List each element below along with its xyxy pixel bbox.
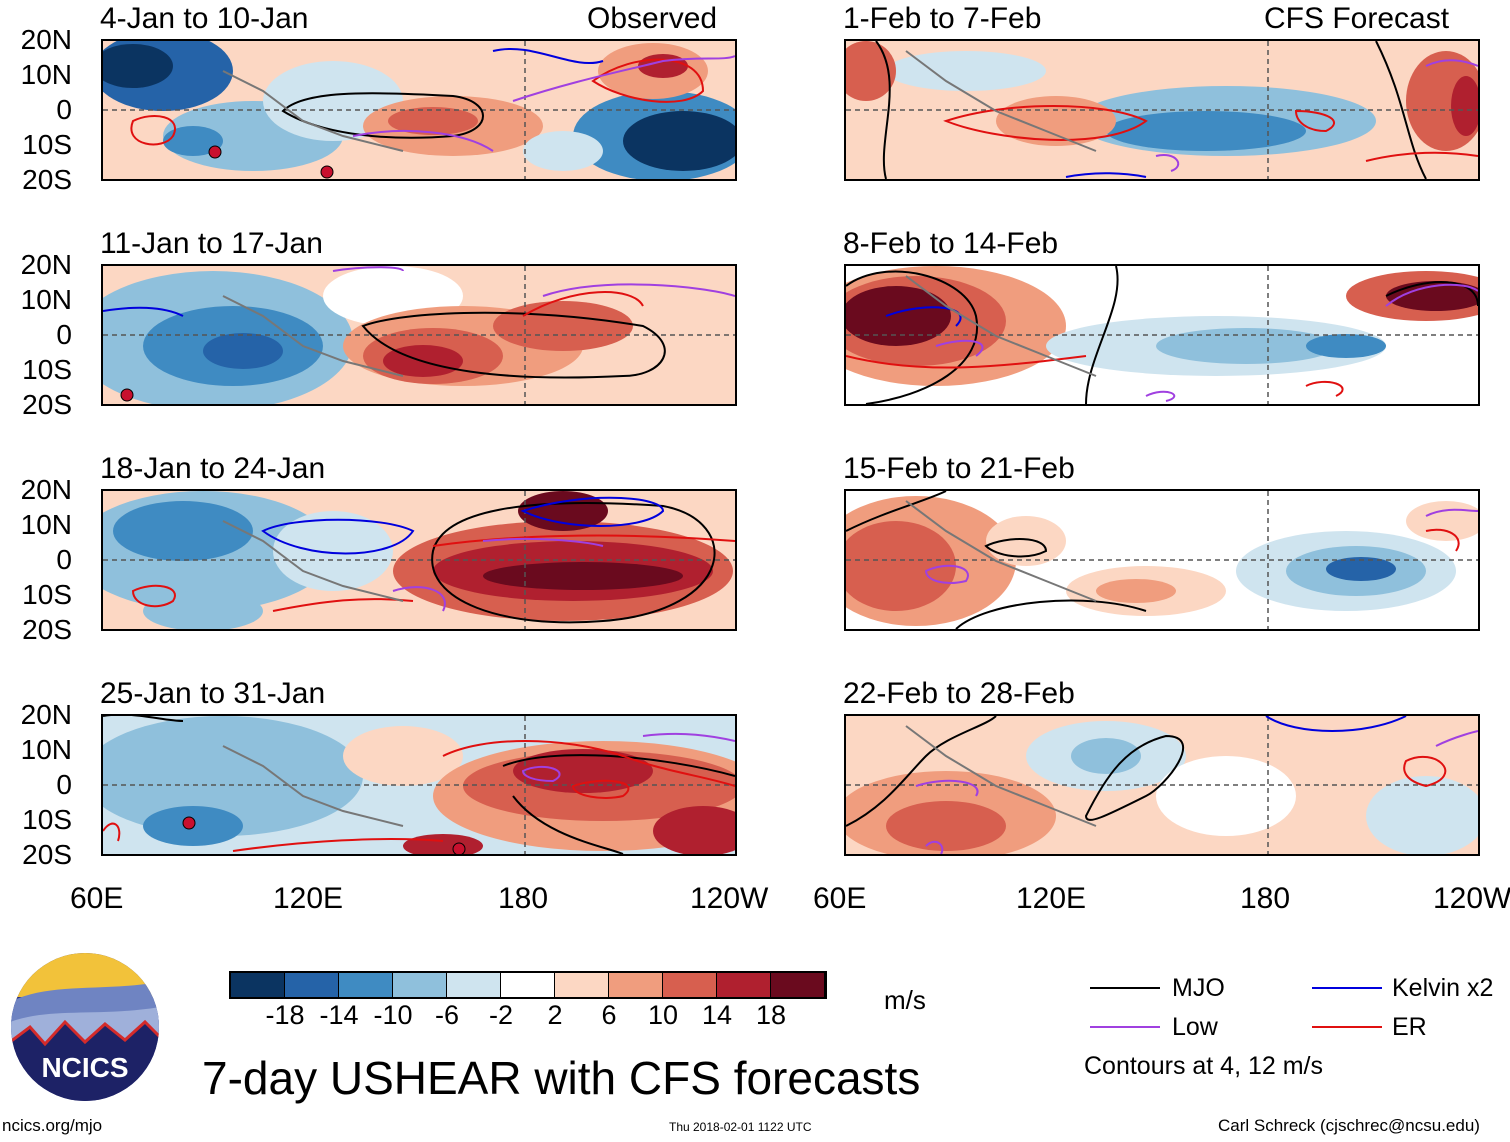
panel-title: 25-Jan to 31-Jan	[100, 677, 326, 710]
x-label: 120E	[273, 882, 344, 915]
legend-mjo-label: MJO	[1172, 974, 1225, 1002]
colorbar-swatch	[501, 973, 555, 997]
x-label: 60E	[813, 882, 867, 915]
legend-note: Contours at 4, 12 m/s	[1084, 1052, 1324, 1080]
colorbar-swatch	[339, 973, 393, 997]
panel-title: 18-Jan to 24-Jan	[100, 452, 326, 485]
legend-low-label: Low	[1172, 1013, 1218, 1041]
forecast-label: CFS Forecast	[1264, 2, 1450, 35]
colorbar	[229, 971, 827, 999]
footer-author: Carl Schreck (cjschrec@ncsu.edu)	[1218, 1116, 1480, 1135]
x-label: 180	[1240, 882, 1291, 915]
map-panel-obs-1	[101, 39, 737, 181]
y-label: 10N	[20, 509, 72, 540]
y-label: 0	[56, 544, 72, 575]
map-panel-fc-4	[844, 714, 1480, 856]
colorbar-swatch	[447, 973, 501, 997]
colorbar-tick-label: 14	[701, 1000, 733, 1030]
colorbar-tick-label: -18	[265, 1000, 305, 1030]
y-label: 10S	[22, 804, 72, 835]
map-panel-fc-3	[844, 489, 1480, 631]
y-label: 20S	[22, 389, 72, 420]
x-label: 120W	[1433, 882, 1510, 915]
map-panel-obs-2	[101, 264, 737, 406]
panel-title: 22-Feb to 28-Feb	[843, 677, 1075, 710]
map-panel-fc-1	[844, 39, 1480, 181]
colorbar-tick-label: 10	[647, 1000, 679, 1030]
panel-title: 15-Feb to 21-Feb	[843, 452, 1075, 485]
colorbar-swatch	[393, 973, 447, 997]
main-title: 7-day USHEAR with CFS forecasts	[202, 1052, 921, 1104]
colorbar-swatch	[231, 973, 285, 997]
x-label: 60E	[70, 882, 124, 915]
y-label: 10N	[20, 734, 72, 765]
colorbar-tick-label: -2	[488, 1000, 513, 1030]
legend-mjo-line	[1090, 987, 1160, 989]
colorbar-swatch	[663, 973, 717, 997]
y-label: 0	[56, 769, 72, 800]
footer-timestamp: Thu 2018-02-01 1122 UTC	[669, 1120, 812, 1134]
y-label: 20N	[20, 474, 72, 505]
colorbar-tick-label: -6	[434, 1000, 459, 1030]
colorbar-tick-label: 18	[755, 1000, 787, 1030]
legend-er-label: ER	[1392, 1013, 1427, 1041]
y-label: 0	[56, 94, 72, 125]
logo-text: NCICS	[41, 1052, 128, 1083]
panel-title: 4-Jan to 10-Jan	[100, 2, 309, 35]
colorbar-swatch	[285, 973, 339, 997]
y-label: 20N	[20, 249, 72, 280]
map-panel-fc-2	[844, 264, 1480, 406]
y-label: 20S	[22, 164, 72, 195]
y-label: 10S	[22, 354, 72, 385]
colorbar-units: m/s	[884, 985, 926, 1015]
y-label: 20N	[20, 24, 72, 55]
legend-kelvin-label: Kelvin x2	[1392, 974, 1494, 1002]
map-panel-obs-4	[101, 714, 737, 856]
y-label: 10S	[22, 129, 72, 160]
panel-title: 1-Feb to 7-Feb	[843, 2, 1042, 35]
colorbar-tick-label: 6	[601, 1000, 617, 1030]
legend-er-line	[1312, 1026, 1382, 1028]
map-panel-obs-3	[101, 489, 737, 631]
colorbar-swatch	[609, 973, 663, 997]
legend-kelvin-line	[1312, 987, 1382, 989]
y-label: 10S	[22, 579, 72, 610]
y-label: 10N	[20, 284, 72, 315]
panel-title: 8-Feb to 14-Feb	[843, 227, 1059, 260]
x-label: 120W	[690, 882, 769, 915]
observed-label: Observed	[587, 2, 718, 35]
legend-low-line	[1090, 1026, 1160, 1028]
colorbar-tick-label: -10	[373, 1000, 413, 1030]
x-label: 120E	[1016, 882, 1087, 915]
colorbar-swatch	[717, 973, 771, 997]
footer-link[interactable]: ncics.org/mjo	[2, 1116, 103, 1135]
y-label: 20S	[22, 614, 72, 645]
ncics-logo: NCICS	[10, 952, 160, 1102]
colorbar-swatch	[771, 973, 825, 997]
colorbar-swatch	[555, 973, 609, 997]
y-label: 20N	[20, 699, 72, 730]
y-label: 10N	[20, 59, 72, 90]
colorbar-tick-label: 2	[547, 1000, 563, 1030]
x-label: 180	[498, 882, 549, 915]
y-label: 20S	[22, 839, 72, 870]
panel-title: 11-Jan to 17-Jan	[100, 227, 323, 260]
colorbar-tick-label: -14	[319, 1000, 359, 1030]
y-label: 0	[56, 319, 72, 350]
